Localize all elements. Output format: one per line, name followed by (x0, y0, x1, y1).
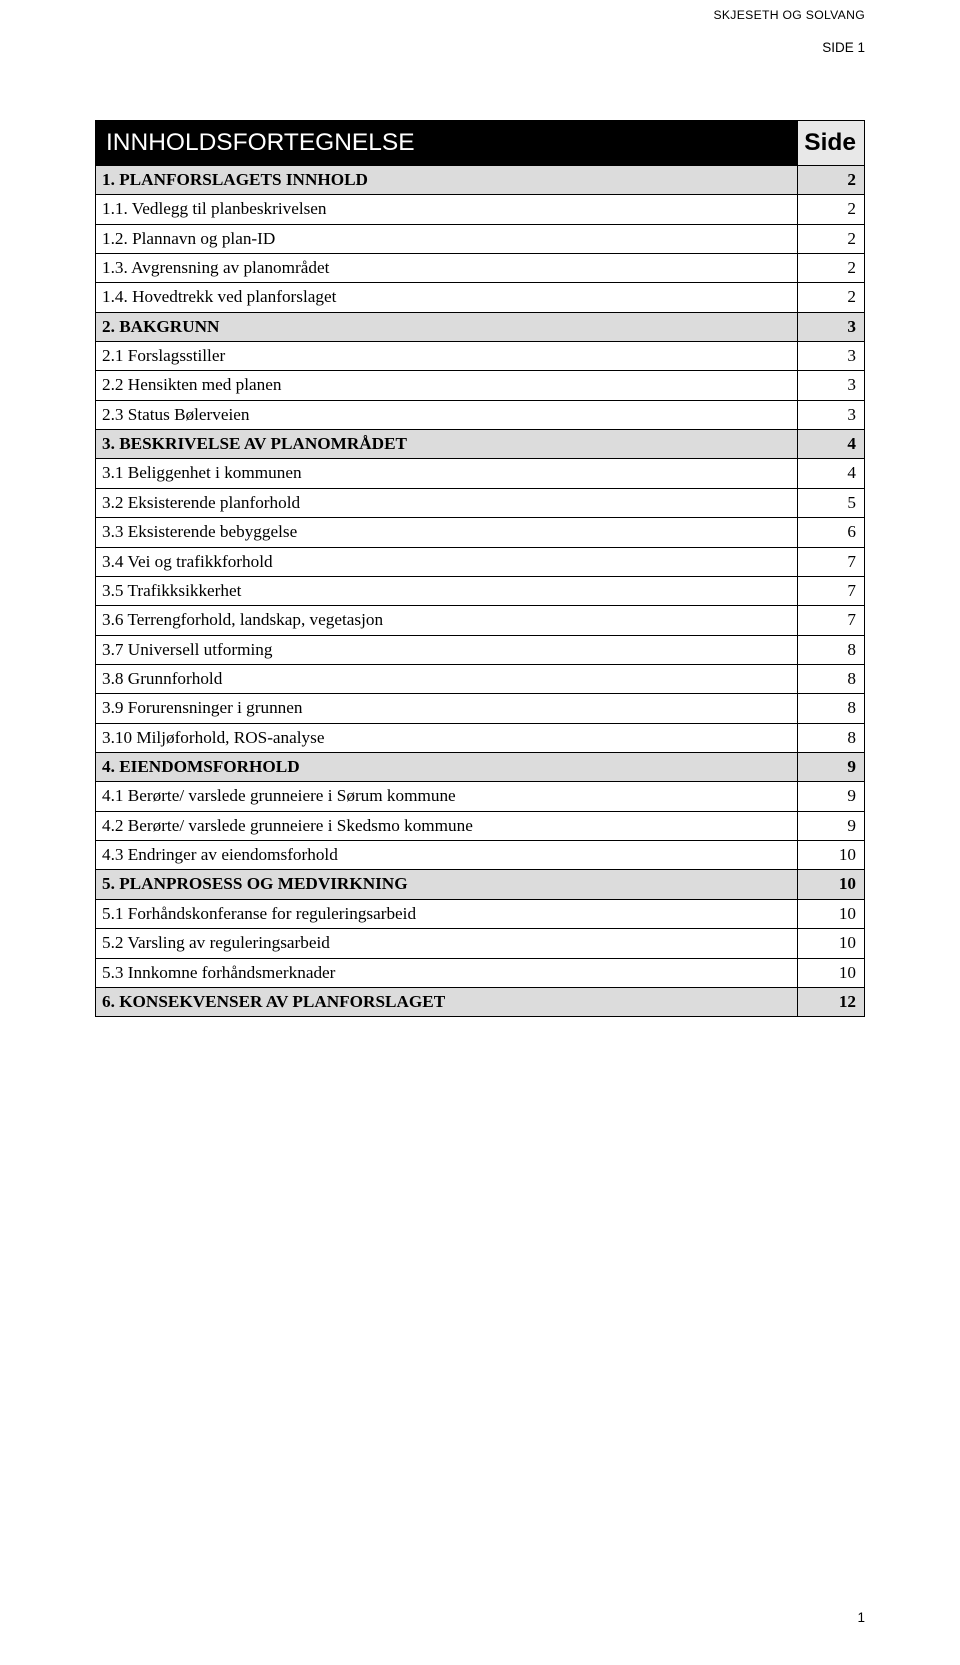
toc-row: 3.1 Beliggenhet i kommunen4 (96, 459, 865, 488)
toc-row: 2.2 Hensikten med planen3 (96, 371, 865, 400)
toc-label: 4.2 Berørte/ varslede grunneiere i Skeds… (96, 811, 798, 840)
toc-page: 4 (798, 459, 865, 488)
toc-page: 7 (798, 576, 865, 605)
toc-row: 3.9 Forurensninger i grunnen8 (96, 694, 865, 723)
toc-label: 1.2. Plannavn og plan-ID (96, 224, 798, 253)
toc-label: 1.4. Hovedtrekk ved planforslaget (96, 283, 798, 312)
toc-page: 9 (798, 811, 865, 840)
toc-page: 8 (798, 723, 865, 752)
toc-row: 3.8 Grunnforhold8 (96, 664, 865, 693)
toc-page: 6 (798, 518, 865, 547)
header-company: SKJESETH OG SOLVANG (713, 8, 865, 22)
toc-label: 3.7 Universell utforming (96, 635, 798, 664)
toc-label: 4.3 Endringer av eiendomsforhold (96, 841, 798, 870)
toc-page: 8 (798, 664, 865, 693)
toc-label: 2.2 Hensikten med planen (96, 371, 798, 400)
toc-page: 8 (798, 694, 865, 723)
toc-page: 12 (798, 987, 865, 1016)
toc-label: 5.3 Innkomne forhåndsmerknader (96, 958, 798, 987)
toc-label: 3.1 Beliggenhet i kommunen (96, 459, 798, 488)
toc-side-header: Side (798, 121, 865, 166)
toc-page: 2 (798, 165, 865, 194)
toc-page: 10 (798, 841, 865, 870)
toc-label: 2. BAKGRUNN (96, 312, 798, 341)
toc-title: INNHOLDSFORTEGNELSE (96, 121, 798, 166)
toc-label: 6. KONSEKVENSER AV PLANFORSLAGET (96, 987, 798, 1016)
toc-page: 3 (798, 400, 865, 429)
toc-row: 1.4. Hovedtrekk ved planforslaget2 (96, 283, 865, 312)
toc-row: 5.1 Forhåndskonferanse for reguleringsar… (96, 899, 865, 928)
toc-label: 5.1 Forhåndskonferanse for reguleringsar… (96, 899, 798, 928)
toc-row: 2.3 Status Bølerveien3 (96, 400, 865, 429)
toc-label: 3.3 Eksisterende bebyggelse (96, 518, 798, 547)
toc-page: 9 (798, 782, 865, 811)
page: SKJESETH OG SOLVANG SIDE 1 INNHOLDSFORTE… (0, 0, 960, 1665)
toc-label: 3.4 Vei og trafikkforhold (96, 547, 798, 576)
toc-row: 4.2 Berørte/ varslede grunneiere i Skeds… (96, 811, 865, 840)
toc-label: 3.6 Terrengforhold, landskap, vegetasjon (96, 606, 798, 635)
toc-page: 3 (798, 342, 865, 371)
toc-row: 1.3. Avgrensning av planområdet2 (96, 253, 865, 282)
toc-row: 2.1 Forslagsstiller3 (96, 342, 865, 371)
toc-page: 3 (798, 371, 865, 400)
header-side-label: SIDE 1 (822, 40, 865, 55)
toc-row: 3.6 Terrengforhold, landskap, vegetasjon… (96, 606, 865, 635)
toc-label: 4. EIENDOMSFORHOLD (96, 753, 798, 782)
toc-page: 10 (798, 899, 865, 928)
toc-page: 4 (798, 430, 865, 459)
toc-label: 3.8 Grunnforhold (96, 664, 798, 693)
toc-page: 2 (798, 195, 865, 224)
toc-label: 1.1. Vedlegg til planbeskrivelsen (96, 195, 798, 224)
toc-table: INNHOLDSFORTEGNELSE Side 1. PLANFORSLAGE… (95, 120, 865, 1017)
toc-row: 5. PLANPROSESS OG MEDVIRKNING10 (96, 870, 865, 899)
toc-row: 3.3 Eksisterende bebyggelse6 (96, 518, 865, 547)
toc-page: 3 (798, 312, 865, 341)
toc-label: 5.2 Varsling av reguleringsarbeid (96, 929, 798, 958)
toc-label: 1.3. Avgrensning av planområdet (96, 253, 798, 282)
toc-label: 2.3 Status Bølerveien (96, 400, 798, 429)
toc-row: 1.2. Plannavn og plan-ID2 (96, 224, 865, 253)
toc-label: 3.2 Eksisterende planforhold (96, 488, 798, 517)
toc-row: 3. BESKRIVELSE AV PLANOMRÅDET4 (96, 430, 865, 459)
toc-page: 2 (798, 224, 865, 253)
toc-page: 8 (798, 635, 865, 664)
toc-row: 3.4 Vei og trafikkforhold7 (96, 547, 865, 576)
toc-label: 4.1 Berørte/ varslede grunneiere i Sørum… (96, 782, 798, 811)
toc-label: 2.1 Forslagsstiller (96, 342, 798, 371)
toc-row: 5.3 Innkomne forhåndsmerknader10 (96, 958, 865, 987)
toc-page: 10 (798, 958, 865, 987)
toc-row: 3.7 Universell utforming8 (96, 635, 865, 664)
toc-page: 7 (798, 606, 865, 635)
toc-page: 2 (798, 253, 865, 282)
toc-row: 4.3 Endringer av eiendomsforhold10 (96, 841, 865, 870)
toc-row: 1. PLANFORSLAGETS INNHOLD2 (96, 165, 865, 194)
toc-row: 5.2 Varsling av reguleringsarbeid10 (96, 929, 865, 958)
toc-row: 3.5 Trafikksikkerhet7 (96, 576, 865, 605)
toc-row: 1.1. Vedlegg til planbeskrivelsen2 (96, 195, 865, 224)
toc-label: 3.5 Trafikksikkerhet (96, 576, 798, 605)
toc-label: 3. BESKRIVELSE AV PLANOMRÅDET (96, 430, 798, 459)
toc-page: 5 (798, 488, 865, 517)
toc-label: 1. PLANFORSLAGETS INNHOLD (96, 165, 798, 194)
toc-row: 3.10 Miljøforhold, ROS-analyse8 (96, 723, 865, 752)
toc-label: 3.9 Forurensninger i grunnen (96, 694, 798, 723)
toc-row: 4. EIENDOMSFORHOLD9 (96, 753, 865, 782)
toc-row: 4.1 Berørte/ varslede grunneiere i Sørum… (96, 782, 865, 811)
toc-title-row: INNHOLDSFORTEGNELSE Side (96, 121, 865, 166)
toc-page: 7 (798, 547, 865, 576)
toc-label: 5. PLANPROSESS OG MEDVIRKNING (96, 870, 798, 899)
toc-page: 10 (798, 929, 865, 958)
toc-label: 3.10 Miljøforhold, ROS-analyse (96, 723, 798, 752)
toc-row: 2. BAKGRUNN3 (96, 312, 865, 341)
footer-page-number: 1 (857, 1610, 865, 1625)
toc-row: 3.2 Eksisterende planforhold5 (96, 488, 865, 517)
toc-row: 6. KONSEKVENSER AV PLANFORSLAGET12 (96, 987, 865, 1016)
toc-page: 10 (798, 870, 865, 899)
toc-page: 2 (798, 283, 865, 312)
toc-page: 9 (798, 753, 865, 782)
